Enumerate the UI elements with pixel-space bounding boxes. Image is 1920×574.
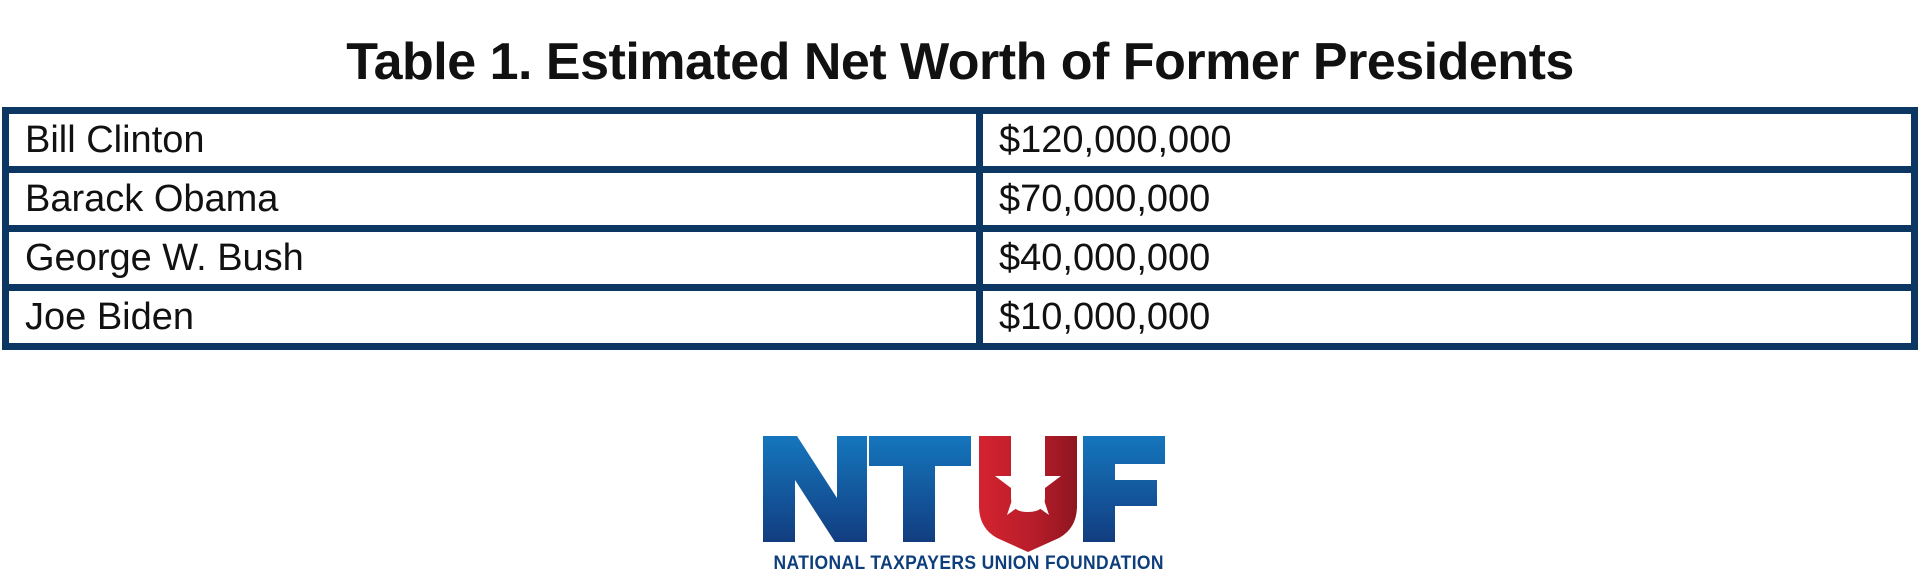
net-worth-cell: $70,000,000 <box>976 166 1918 232</box>
president-name-cell: George W. Bush <box>2 225 983 291</box>
ntuf-logo-graphic <box>763 436 1165 552</box>
table-row: Barack Obama $70,000,000 <box>2 166 1918 232</box>
net-worth-table: Bill Clinton $120,000,000 Barack Obama $70,… <box>2 107 1918 350</box>
net-worth-cell: $40,000,000 <box>976 225 1918 291</box>
net-worth-table-container: Bill Clinton $120,000,000 Barack Obama $70,… <box>0 107 1920 350</box>
table-row: Joe Biden $10,000,000 <box>2 284 1918 350</box>
president-name-cell: Joe Biden <box>2 284 983 350</box>
ntuf-logo <box>757 436 1171 560</box>
president-name-cell: Barack Obama <box>2 166 983 232</box>
logo-letter-f <box>1083 436 1165 542</box>
logo-letter-n <box>763 436 867 542</box>
table-body: Bill Clinton $120,000,000 Barack Obama $70,… <box>2 107 1918 350</box>
president-name-cell: Bill Clinton <box>2 107 983 173</box>
logo-caption: NATIONAL TAXPAYERS UNION FOUNDATION <box>773 553 1164 574</box>
net-worth-cell: $120,000,000 <box>976 107 1918 173</box>
logo-letter-t <box>869 436 971 542</box>
table-title: Table 1. Estimated Net Worth of Former P… <box>346 33 1574 91</box>
star-shield-icon <box>979 436 1077 552</box>
table-row: Bill Clinton $120,000,000 <box>2 107 1918 173</box>
net-worth-cell: $10,000,000 <box>976 284 1918 350</box>
table-row: George W. Bush $40,000,000 <box>2 225 1918 291</box>
